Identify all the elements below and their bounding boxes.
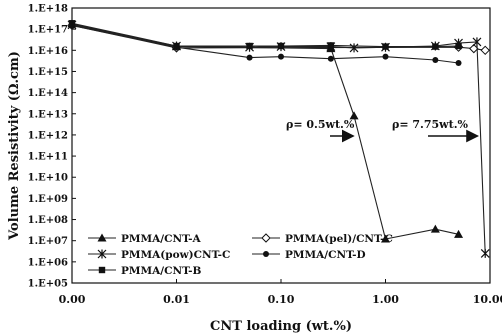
legend-label: PMMA/CNT-D: [285, 249, 366, 261]
legend-marker: [98, 266, 106, 274]
annotation-label: ρ= 0.5wt.%: [286, 118, 355, 131]
data-point: [327, 55, 334, 62]
series-4: [68, 20, 462, 50]
legend-item: PMMA/CNT-D: [252, 249, 366, 261]
data-point: [381, 234, 390, 243]
y-tick-label: 1.E+07: [28, 236, 68, 247]
legend-item: PMMA(pow)CNT-C: [88, 249, 230, 261]
y-tick-label: 1.E+12: [28, 130, 68, 141]
legend-item: PMMA(pel)/CNT-C: [252, 233, 393, 245]
y-tick-label: 1.E+10: [28, 173, 68, 184]
data-point: [432, 56, 439, 63]
series-3: [69, 22, 462, 67]
data-point: [432, 43, 439, 50]
x-tick-label: 0.01: [163, 293, 190, 306]
legend-marker: [261, 233, 271, 243]
legend-marker: [97, 233, 107, 242]
data-point: [349, 111, 359, 120]
legend-label: PMMA/CNT-A: [121, 233, 202, 245]
y-tick-label: 1.E+09: [28, 194, 68, 205]
data-point: [277, 42, 285, 50]
legend-marker: [263, 251, 269, 257]
annotation-label: ρ= 7.75wt.%: [392, 118, 469, 131]
legend-item: PMMA/CNT-A: [88, 233, 202, 245]
y-tick-label: 1.E+17: [28, 25, 68, 36]
plot-area-frame: [71, 7, 491, 284]
data-point: [454, 229, 464, 238]
y-tick-label: 1.E+13: [28, 109, 68, 120]
series-line: [71, 23, 459, 240]
data-point: [327, 42, 335, 49]
x-tick-label: 0.00: [59, 293, 86, 306]
annotations: ρ= 0.5wt.% ρ= 7.75wt.%: [286, 118, 480, 143]
series-line: [71, 24, 459, 64]
data-point: [455, 42, 462, 50]
x-axis-label: CNT loading (wt.%): [210, 319, 352, 334]
y-axis-label: Volume Resistivity (Ω.cm): [7, 51, 22, 241]
data-point: [246, 42, 253, 50]
x-tick-label: 1.00: [372, 293, 399, 306]
data-point: [430, 224, 440, 233]
y-tick-label: 1.E+11: [28, 152, 68, 163]
y-tick-label: 1.E+14: [28, 88, 68, 99]
data-point: [382, 43, 389, 50]
legend-label: PMMA(pel)/CNT-C: [285, 233, 393, 245]
legend-label: PMMA/CNT-B: [121, 265, 202, 277]
y-tick-label: 1.E+15: [28, 67, 68, 78]
legend: PMMA/CNT-A PMMA(pel)/CNT-C PMMA(pow)CNT-C P…: [88, 233, 393, 277]
x-tick-label: 0.10: [268, 293, 295, 306]
y-tick-label: 1.E+18: [28, 4, 68, 15]
data-point: [246, 54, 253, 61]
series-line: [71, 22, 459, 48]
legend-item: PMMA/CNT-B: [88, 265, 202, 277]
y-axis-ticks: 1.E+18 1.E+17 1.E+16 1.E+15 1.E+14 1.E+13 1.E+…: [28, 4, 76, 290]
data-point: [173, 42, 180, 50]
data-point: [349, 43, 359, 53]
data-point: [480, 248, 490, 258]
y-tick-label: 1.E+06: [28, 257, 68, 268]
data-point: [472, 37, 482, 47]
data-point: [455, 60, 462, 67]
data-point: [480, 45, 490, 56]
data-point: [278, 53, 284, 60]
series-layer: [67, 19, 490, 258]
data-point: [469, 43, 479, 54]
data-point: [382, 53, 389, 60]
legend-marker: [97, 249, 107, 259]
y-tick-label: 1.E+16: [28, 46, 68, 57]
x-axis-ticks: 0.00 0.01 0.10 1.00 10.00: [59, 279, 502, 306]
y-tick-label: 1.E+08: [28, 215, 68, 226]
y-tick-label: 1.E+05: [28, 279, 68, 290]
legend-label: PMMA(pow)CNT-C: [121, 249, 230, 261]
x-tick-label: 10.00: [473, 293, 502, 306]
